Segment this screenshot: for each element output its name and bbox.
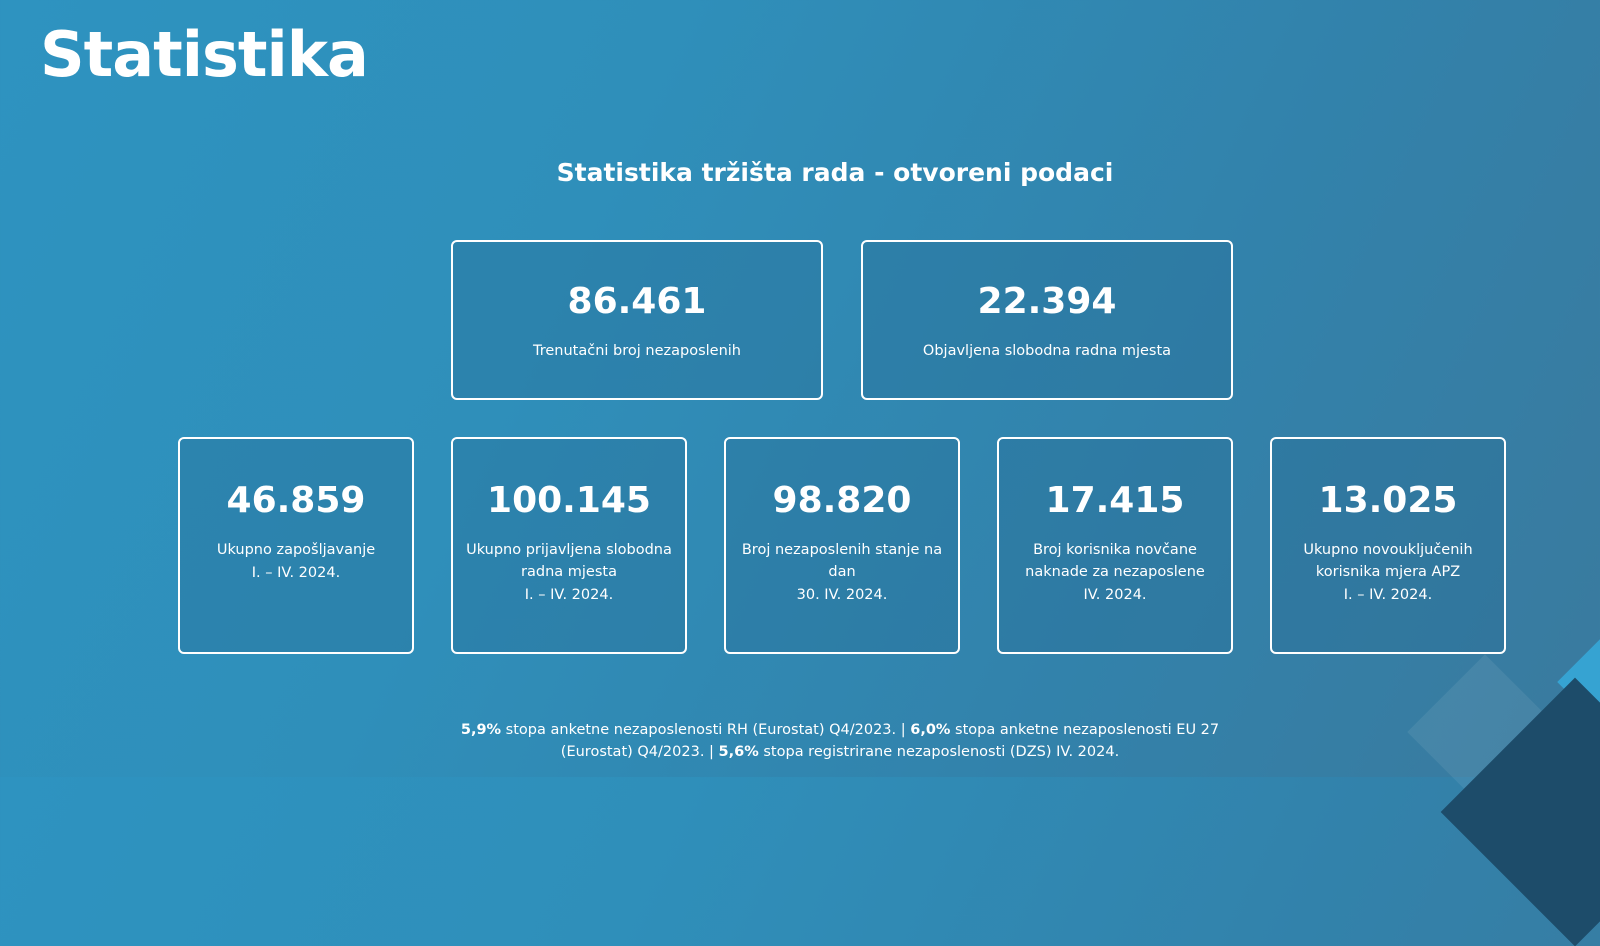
section-title: Statistika tržišta rada - otvoreni podac…	[556, 158, 1114, 187]
rate-text: stopa anketne nezaposlenosti EU 27 (Euro…	[560, 722, 1220, 760]
stat-label: Objavljena slobodna radna mjesta	[922, 343, 1172, 360]
stat-value: 13.025	[1318, 480, 1458, 521]
stat-label: Trenutačni broj nezaposlenih	[533, 343, 741, 360]
stat-card-published-vacancies[interactable]: 22.394 Objavljena slobodna radna mjesta	[861, 240, 1233, 400]
stat-card-total-employment[interactable]: 46.859 Ukupno zapošljavanje I. – IV. 202…	[178, 437, 414, 654]
stat-label: Ukupno zapošljavanje	[216, 542, 376, 559]
footer-unemployment-rates: 5,9% stopa anketne nezaposlenosti RH (Eu…	[440, 720, 1240, 764]
stat-period: 30. IV. 2024.	[796, 586, 888, 603]
stat-label: Ukupno novouključenih korisnika mjera AP…	[1303, 542, 1473, 580]
rate-value: 5,6%	[718, 743, 759, 760]
page-heading: Statistika	[40, 18, 369, 91]
stat-label: Broj nezaposlenih stanje na dan	[741, 542, 943, 580]
stat-card-reported-vacancies[interactable]: 100.145 Ukupno prijavljena slobodna radn…	[451, 437, 687, 654]
rate-text: stopa anketne nezaposlenosti RH (Eurosta…	[501, 722, 911, 738]
stat-value: 86.461	[567, 281, 707, 322]
stat-period: I. – IV. 2024.	[1343, 586, 1433, 603]
stat-value: 46.859	[226, 480, 366, 521]
stat-value: 17.415	[1045, 480, 1185, 521]
rate-value: 5,9%	[460, 722, 502, 738]
stat-period: I. – IV. 2024.	[524, 586, 614, 603]
stat-card-apz-participants[interactable]: 13.025 Ukupno novouključenih korisnika m…	[1270, 437, 1506, 654]
stat-label: Broj korisnika novčane naknade za nezapo…	[1025, 542, 1205, 580]
stat-period: I. – IV. 2024.	[251, 564, 341, 581]
stat-value: 98.820	[772, 480, 912, 521]
rate-text: stopa registrirane nezaposlenosti (DZS) …	[758, 743, 1120, 760]
stat-value: 100.145	[487, 480, 651, 521]
stat-value: 22.394	[977, 281, 1117, 322]
stat-card-benefit-recipients[interactable]: 17.415 Broj korisnika novčane naknade za…	[997, 437, 1233, 654]
stat-card-current-unemployed[interactable]: 86.461 Trenutačni broj nezaposlenih	[451, 240, 823, 400]
stat-period: IV. 2024.	[1083, 586, 1147, 603]
rate-value: 6,0%	[910, 722, 951, 738]
stat-card-unemployed-count[interactable]: 98.820 Broj nezaposlenih stanje na dan 3…	[724, 437, 960, 654]
stat-label: Ukupno prijavljena slobodna radna mjesta	[466, 542, 672, 580]
